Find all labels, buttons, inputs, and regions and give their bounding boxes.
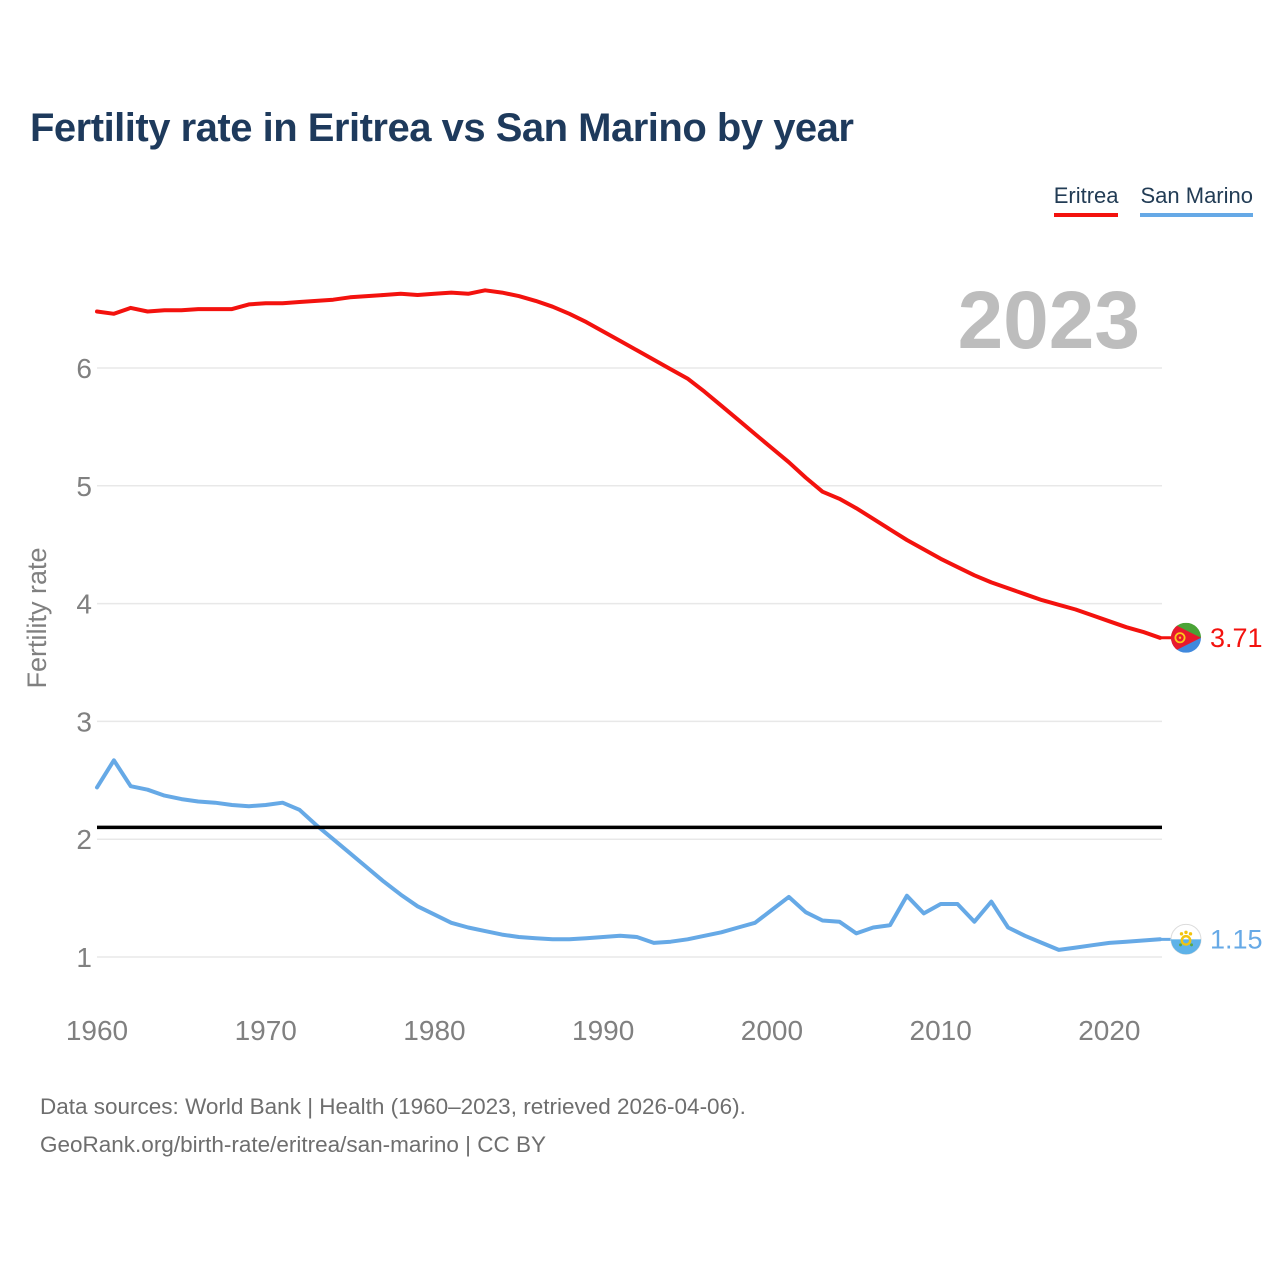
legend-item-eritrea[interactable]: Eritrea	[1053, 183, 1119, 217]
x-tick-label: 1970	[235, 1015, 297, 1046]
y-tick-label: 2	[76, 824, 92, 855]
x-tick-label: 2010	[910, 1015, 972, 1046]
x-tick-label: 2000	[741, 1015, 803, 1046]
chart-title: Fertility rate in Eritrea vs San Marino …	[30, 106, 854, 150]
y-tick-label: 1	[76, 942, 92, 973]
data-sources-text: Data sources: World Bank | Health (1960–…	[40, 1094, 746, 1119]
eritrea-flag-icon	[1171, 622, 1201, 653]
x-tick-label: 1960	[66, 1015, 128, 1046]
y-tick-label: 4	[76, 589, 92, 620]
san-marino-flag-icon	[1170, 923, 1202, 955]
end-value-label-eritrea: 3.71	[1210, 623, 1263, 653]
attribution-text: GeoRank.org/birth-rate/eritrea/san-marin…	[40, 1132, 547, 1157]
series-line-eritrea	[95, 288, 1162, 640]
y-tick-label: 5	[76, 471, 92, 502]
end-value-label-san-marino: 1.15	[1210, 924, 1263, 954]
y-axis-label: Fertility rate	[22, 547, 52, 688]
series-line-san-marino	[95, 758, 1162, 952]
legend-item-san-marino[interactable]: San Marino	[1140, 183, 1253, 217]
y-tick-label: 3	[76, 706, 92, 737]
chart-footer: Data sources: World Bank | Health (1960–…	[40, 1088, 746, 1164]
watermark-year: 2023	[958, 275, 1140, 366]
x-tick-label: 1990	[572, 1015, 634, 1046]
y-tick-label: 6	[76, 353, 92, 384]
x-tick-label: 2020	[1078, 1015, 1140, 1046]
x-tick-label: 1980	[403, 1015, 465, 1046]
legend: Eritrea San Marino	[1053, 183, 1253, 217]
